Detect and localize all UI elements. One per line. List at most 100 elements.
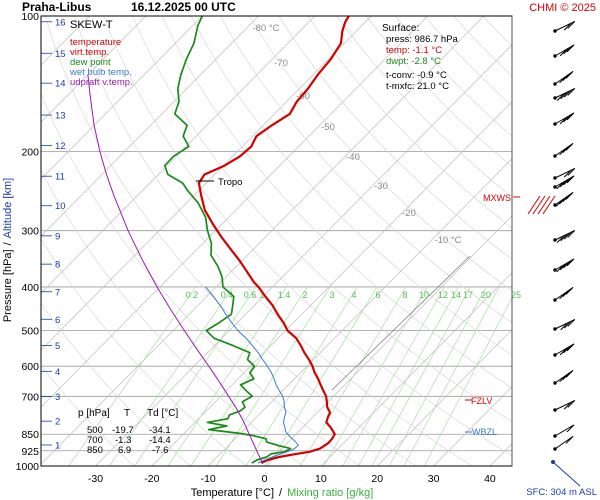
dry-adiabat <box>132 16 512 423</box>
wind-barb <box>553 435 574 451</box>
altitude-tick-label: 6 <box>55 315 60 326</box>
pressure-tick-label: 300 <box>21 226 39 238</box>
table-cell: 6.9 <box>118 445 131 456</box>
isotherm-label: -80 °C <box>252 23 279 34</box>
wind-barb <box>553 142 574 158</box>
sounding-datetime: 16.12.2025 00 UTC <box>131 0 236 14</box>
altitude-tick-label: 13 <box>55 111 66 122</box>
legend-item-virt-temp: virt.temp. <box>70 47 109 58</box>
temperature-tick-label: -20 <box>144 473 159 485</box>
surface-tmxfc: t-mxfc: 21.0 °C <box>386 81 449 92</box>
altitude-tick-label: 15 <box>55 49 66 60</box>
temperature-tick-label: 30 <box>428 473 440 485</box>
ylabel-pressure: Pressure [hPa] <box>2 249 14 322</box>
dry-adiabat <box>41 238 248 466</box>
table-cell: -7.6 <box>152 445 168 456</box>
mixing-ratio-line <box>323 286 428 466</box>
altitude-tick-label: 4 <box>55 367 60 378</box>
mixing-ratio-label: 6 <box>375 290 380 300</box>
mixing-ratio-label: 14 <box>451 290 461 300</box>
surface-title: Surface: <box>382 23 419 34</box>
legend-item-temperature: temperature <box>70 37 121 48</box>
dry-adiabat <box>41 302 191 466</box>
mixing-ratio-line <box>245 286 358 466</box>
isotherm-label: -70 <box>274 58 288 69</box>
mixing-ratio-label: 0.2 <box>186 290 199 300</box>
surface-info: Surface: press: 986.7 hPa temp: -1.1 °C … <box>382 23 459 92</box>
mixing-ratio-line <box>109 286 234 466</box>
isotherm-line <box>377 329 512 466</box>
table-header-p: p [hPa] <box>78 408 110 419</box>
ylabel-altitude: Altitude [km] <box>2 178 14 239</box>
legend-item-wet-bulb: wet bulb temp. <box>69 67 132 78</box>
isotherm-label: -20 <box>402 208 416 219</box>
table-cell: -34.1 <box>149 425 171 436</box>
legend-title: SKEW-T <box>70 19 113 31</box>
mixing-ratio-line <box>167 286 287 466</box>
altitude-tick-label: 8 <box>55 260 60 271</box>
mixing-ratio-label: 8 <box>402 290 407 300</box>
series-wet-bulb-temp <box>205 286 299 464</box>
altitude-tick-label: 1 <box>55 440 60 451</box>
dry-adiabat <box>41 365 135 466</box>
wind-barb <box>553 191 574 207</box>
mixing-ratio-label: 25 <box>511 290 521 300</box>
mixing-ratio-label: 12 <box>438 290 448 300</box>
isotherm-line <box>41 16 372 351</box>
altitude-tick-label: 14 <box>55 79 66 90</box>
temperature-tick-label: 0 <box>262 473 268 485</box>
dry-adiabat <box>278 16 512 260</box>
isotherm-line <box>41 16 428 408</box>
sfc-altitude-label: SFC: 304 m ASL <box>526 487 597 498</box>
temperature-tick-label: 10 <box>315 473 327 485</box>
pressure-tick-label: 500 <box>21 326 39 338</box>
wind-barb <box>553 175 575 190</box>
table-cell: -19.7 <box>112 425 134 436</box>
station-name: Praha-Libus <box>22 0 92 14</box>
mixing-ratio-label: 10 <box>419 290 429 300</box>
surface-pressure: press: 986.7 hPa <box>386 34 459 45</box>
wind-barb <box>553 318 576 331</box>
temperature-tick-label: -30 <box>88 473 103 485</box>
wind-barb <box>553 70 574 86</box>
table-cell: 700 <box>87 435 103 446</box>
dry-adiabat <box>249 16 512 292</box>
isotherm-line <box>41 16 316 294</box>
dry-adiabat <box>161 16 512 389</box>
isotherm-line <box>320 272 512 466</box>
series-udpraft-v-temp <box>87 74 263 464</box>
level-table: p [hPa] T Td [°C] 500 -19.7 -34.1 700 -1… <box>78 408 178 456</box>
mixing-ratio-line <box>267 286 378 466</box>
altitude-tick-label: 12 <box>55 141 66 152</box>
mixing-ratio-line <box>342 286 445 466</box>
legend-item-updraft: udpraft v.temp. <box>70 77 133 88</box>
wind-barb <box>553 87 576 101</box>
xlabel-mixing-ratio: Mixing ratio [g/kg] <box>287 487 373 499</box>
surface-tconv: t-conv: -0.9 °C <box>386 70 447 81</box>
wind-barb <box>553 229 576 243</box>
isotherm-line <box>41 16 147 123</box>
isotherm-label: -60 <box>296 91 310 102</box>
ylabel-sep: / <box>2 241 14 245</box>
dry-adiabat <box>190 16 512 356</box>
dry-adiabat <box>307 16 512 229</box>
mixing-ratio-line <box>403 286 500 466</box>
xlabel-sep: / <box>279 487 283 499</box>
dry-adiabat <box>570 16 600 466</box>
table-cell: 500 <box>87 425 103 436</box>
wind-barb <box>553 44 575 58</box>
wbzl-marker: WBZL <box>465 427 497 437</box>
grid-layer: 0.2 0.4 0.6 1 1.4 2 3 4 6 8 10 12 14 17 20 25-80 °C-70-… <box>16 11 600 485</box>
dry-adiabat <box>103 16 512 457</box>
pressure-tick-label: 200 <box>21 146 39 158</box>
isotherm-label: -40 <box>346 152 360 163</box>
isotherm-label: -30 <box>374 181 388 192</box>
mixing-ratio-line <box>424 296 512 466</box>
wind-barb <box>553 286 574 302</box>
dry-adiabat <box>541 16 600 466</box>
wind-barb <box>553 399 576 412</box>
svg-text:Pressure [hPa]/Altitude [km]: Pressure [hPa] / Altitude [km] <box>2 178 14 322</box>
mixing-ratio-label: 17 <box>463 290 473 300</box>
isotherm-label: -10 °C <box>434 235 461 246</box>
